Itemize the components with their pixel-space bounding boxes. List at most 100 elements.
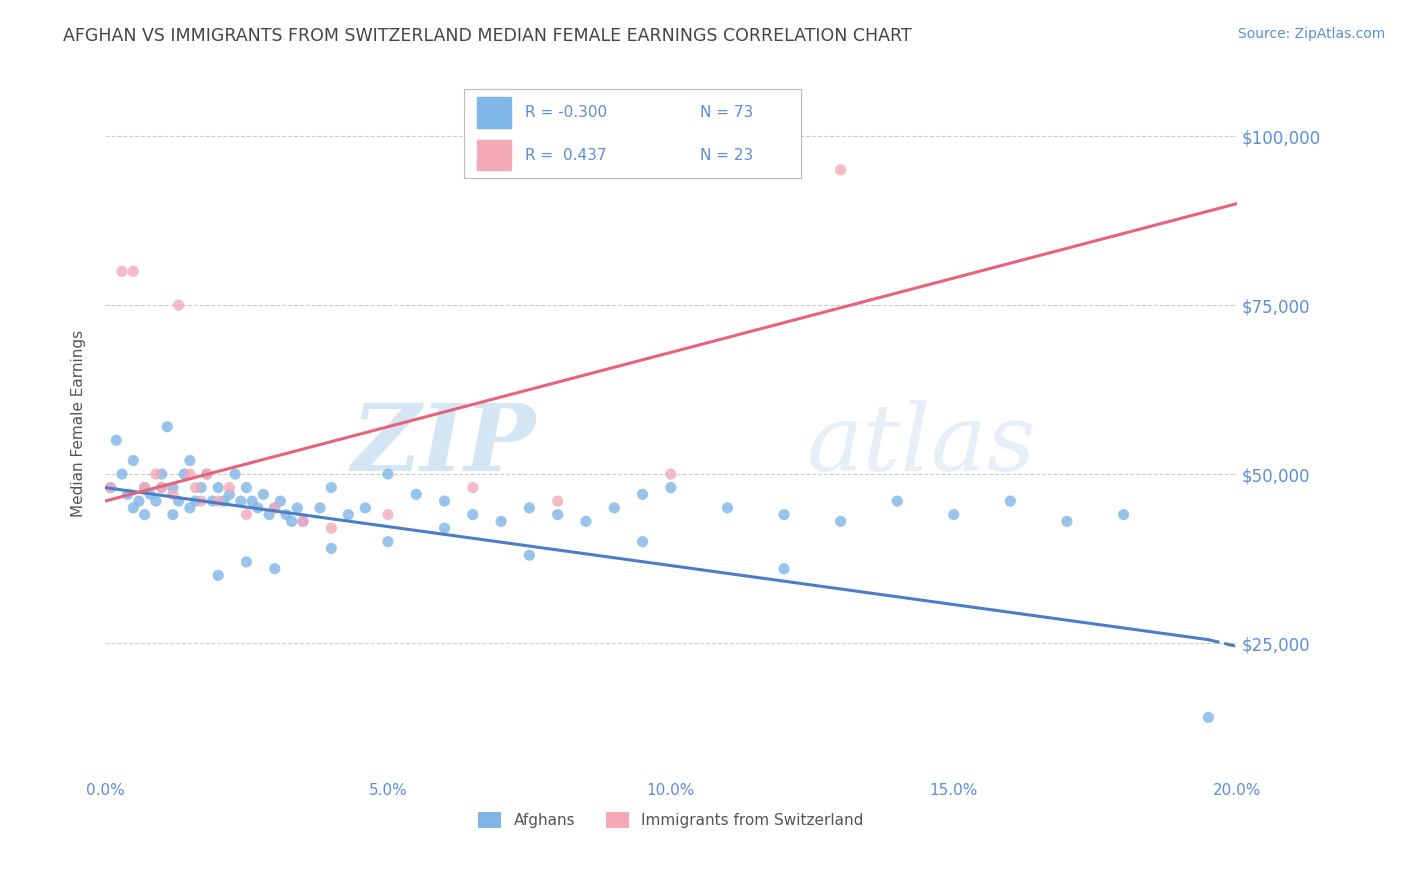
Point [105,434,128,448]
Point [207,568,229,582]
Y-axis label: Median Female Earnings: Median Female Earnings [72,330,86,517]
Point [162,487,184,501]
Point [547,508,569,522]
Point [575,515,598,529]
Point [547,494,569,508]
Point [111,264,134,278]
Point [195,467,218,481]
Point [184,494,207,508]
Point [321,521,343,535]
Point [433,494,456,508]
Point [207,481,229,495]
Point [269,494,291,508]
Point [128,494,150,508]
Bar [478,97,512,128]
Point [134,508,156,522]
Point [603,500,626,515]
Point [287,500,309,515]
Point [122,264,145,278]
Point [224,467,246,481]
Point [489,515,512,529]
Point [218,487,240,501]
Point [377,508,399,522]
Point [263,562,285,576]
Point [235,555,257,569]
Point [321,481,343,495]
Point [321,541,343,556]
Point [252,487,274,501]
Point [134,481,156,495]
Point [1197,710,1219,724]
Text: N = 23: N = 23 [700,148,754,162]
Point [377,534,399,549]
Point [156,419,179,434]
Point [100,481,122,495]
Point [280,515,302,529]
Point [942,508,965,522]
Text: Source: ZipAtlas.com: Source: ZipAtlas.com [1237,27,1385,41]
Point [184,481,207,495]
Point [263,500,285,515]
Point [218,481,240,495]
Point [201,494,224,508]
Point [292,515,315,529]
Point [122,500,145,515]
Point [1000,494,1022,508]
Point [134,481,156,495]
Point [773,562,796,576]
Point [173,467,195,481]
Point [716,500,738,515]
Point [773,508,796,522]
Point [145,494,167,508]
Point [195,467,218,481]
Point [631,534,654,549]
Point [257,508,280,522]
Point [1112,508,1135,522]
Point [519,500,541,515]
Text: AFGHAN VS IMMIGRANTS FROM SWITZERLAND MEDIAN FEMALE EARNINGS CORRELATION CHART: AFGHAN VS IMMIGRANTS FROM SWITZERLAND ME… [63,27,912,45]
Text: ZIP: ZIP [350,400,536,490]
Point [659,467,682,481]
Point [145,467,167,481]
Legend: Afghans, Immigrants from Switzerland: Afghans, Immigrants from Switzerland [472,806,869,834]
Text: atlas: atlas [807,400,1036,490]
Point [167,298,190,312]
Point [354,500,377,515]
Point [235,481,257,495]
Point [162,481,184,495]
Point [274,508,297,522]
Point [179,453,201,467]
Text: N = 73: N = 73 [700,105,754,120]
Point [207,494,229,508]
Point [100,481,122,495]
Point [659,481,682,495]
Point [162,508,184,522]
Point [150,481,173,495]
Point [117,487,139,501]
Point [167,494,190,508]
Point [229,494,252,508]
Point [111,467,134,481]
Point [150,481,173,495]
Point [190,481,212,495]
Bar [478,140,512,170]
Point [1056,515,1078,529]
Point [433,521,456,535]
Point [292,515,315,529]
Point [212,494,235,508]
Point [235,508,257,522]
Point [309,500,332,515]
Point [830,162,852,177]
Point [246,500,269,515]
Point [139,487,162,501]
Point [631,487,654,501]
Point [461,508,484,522]
Point [240,494,263,508]
Text: R = -0.300: R = -0.300 [524,105,607,120]
Point [337,508,360,522]
Point [150,467,173,481]
Point [830,515,852,529]
Text: R =  0.437: R = 0.437 [524,148,606,162]
Point [122,453,145,467]
Point [377,467,399,481]
